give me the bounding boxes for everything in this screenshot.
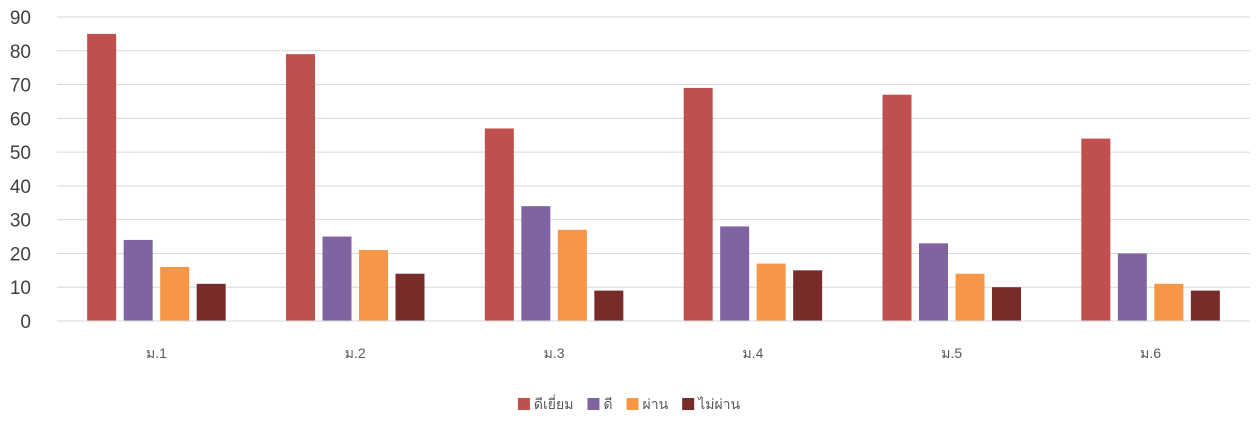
bar-2-4 [720,226,750,321]
legend-swatch [517,398,530,410]
legend-label: ดี [603,396,612,412]
y-tick-label: 0 [20,312,31,333]
legend-label: ดีเยี่ยม [534,395,574,412]
bar-1-1 [87,33,117,322]
x-tick-label: ม.4 [742,345,763,361]
x-tick-label: ม.5 [941,345,962,361]
legend-label: ผ่าน [643,396,669,412]
bar-4-4 [793,270,823,321]
bars [87,33,1220,322]
bar-4-5 [992,287,1021,321]
y-tick-label: 60 [10,109,31,130]
x-tick-label: ม.3 [544,345,565,361]
y-tick-label: 10 [10,278,31,299]
legend-item: ดี [587,396,613,412]
bar-2-2 [322,236,352,321]
bar-1-6 [1081,138,1111,321]
bar-4-3 [594,290,624,321]
bar-1-5 [882,94,912,321]
legend-item: ไม่ผ่าน [682,396,741,412]
bar-3-6 [1154,283,1184,321]
legend-item: ดีเยี่ยม [517,395,574,412]
bar-3-5 [955,273,985,321]
legend-swatch [682,398,695,410]
legend: ดีเยี่ยม ดี ผ่าน ไม่ผ่าน [517,395,741,412]
y-tick-label: 20 [10,244,31,265]
y-tick-label: 80 [10,42,31,63]
legend-swatch [587,398,600,410]
y-tick-label: 40 [10,177,31,198]
bar-1-4 [683,87,713,321]
bar-4-6 [1190,290,1220,321]
y-tick-label: 50 [10,143,31,164]
bar-4-2 [395,273,425,321]
bar-1-3 [484,128,514,321]
bar-3-3 [557,229,587,321]
bar-2-5 [919,243,948,321]
bar-3-4 [756,263,786,321]
bar-4-1 [196,283,226,321]
legend-label: ไม่ผ่าน [697,396,740,412]
legend-swatch [626,398,639,410]
bar-1-2 [286,54,315,322]
y-tick-label: 90 [10,8,31,29]
y-tick-label: 70 [10,76,31,97]
bar-2-6 [1117,253,1147,321]
bar-2-3 [521,206,551,321]
bar-2-1 [123,239,153,321]
y-axis-ticks: 0 10 20 30 40 50 60 70 80 90 [10,8,31,333]
x-axis-ticks: ม.1 ม.2 ม.3 ม.4 ม.5 ม.6 [146,345,1161,361]
x-tick-label: ม.2 [345,345,366,361]
y-tick-label: 30 [10,211,31,232]
legend-item: ผ่าน [626,396,669,412]
bar-3-2 [359,250,388,321]
gridlines [57,16,1250,288]
x-tick-label: ม.1 [146,345,167,361]
bar-3-1 [160,266,190,321]
x-tick-label: ม.6 [1140,345,1161,361]
